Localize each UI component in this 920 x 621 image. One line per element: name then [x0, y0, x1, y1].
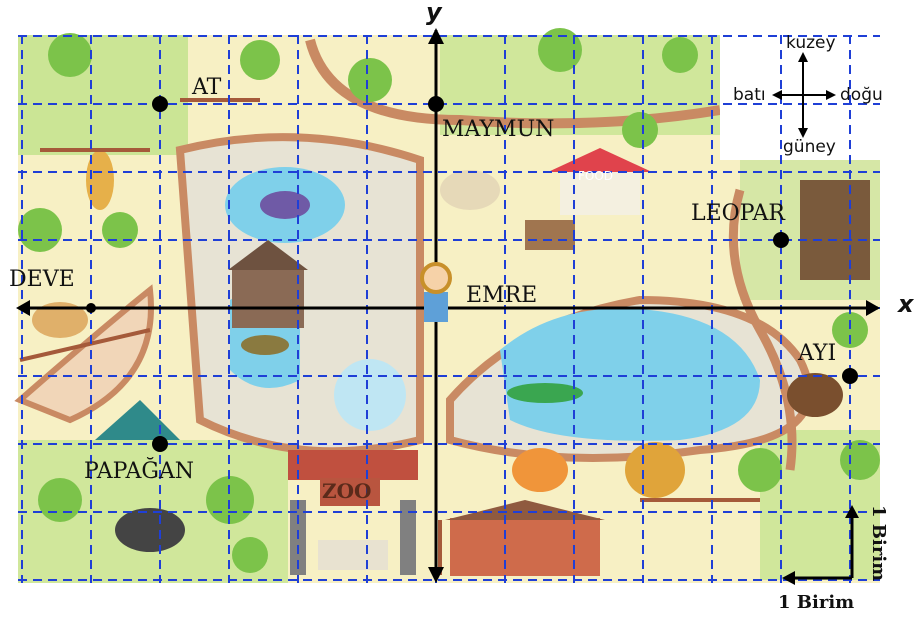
unit-indicator: 1 Birim 1 Birim	[778, 505, 889, 613]
emre-body-icon	[424, 292, 448, 322]
unit-horizontal-label: 1 Birim	[778, 592, 854, 613]
point-label-emre: EMRE	[466, 283, 537, 308]
north-arrow-icon	[798, 52, 808, 62]
point-at: AT	[152, 75, 222, 112]
point-papagan: PAPAĞAN	[84, 436, 194, 484]
y-axis-arrow-up	[428, 28, 444, 44]
food-sign: FOOD	[578, 169, 613, 183]
west-arrow-icon	[772, 90, 782, 100]
y-axis-label: y	[426, 0, 443, 26]
point-emre: EMRE	[420, 262, 537, 322]
point-marker	[773, 232, 789, 248]
compass-north-label: kuzey	[786, 33, 836, 53]
point-label-maymun: MAYMUN	[442, 117, 554, 142]
x-axis	[16, 300, 880, 316]
point-label-deve: DEVE	[9, 267, 75, 292]
zoo-sign: ZOO	[322, 479, 371, 503]
east-arrow-icon	[826, 90, 836, 100]
point-label-at: AT	[191, 75, 222, 100]
unit-vertical-label: 1 Birim	[868, 505, 889, 581]
point-marker	[152, 96, 168, 112]
compass-south-label: güney	[783, 137, 836, 157]
point-deve: DEVE	[9, 267, 96, 313]
point-marker	[842, 368, 858, 384]
point-leopar: LEOPAR	[691, 201, 789, 248]
animal-points: AT MAYMUN LEOPAR DEVE EMRE AYI PAPAĞAN	[9, 75, 858, 484]
point-marker	[86, 303, 96, 313]
unit-up-arrow-icon	[845, 505, 859, 518]
y-axis-arrow-down	[428, 567, 444, 583]
emre-head-icon	[420, 262, 452, 294]
x-axis-arrow-left	[16, 300, 30, 316]
unit-left-arrow-icon	[782, 571, 795, 585]
x-axis-arrow-right	[866, 300, 880, 316]
point-label-leopar: LEOPAR	[691, 201, 786, 226]
x-axis-label: x	[897, 290, 915, 318]
compass-west-label: batı	[733, 85, 766, 105]
point-label-ayi: AYI	[797, 341, 836, 366]
point-marker	[152, 436, 168, 452]
point-ayi: AYI	[797, 341, 858, 384]
south-arrow-icon	[798, 128, 808, 138]
compass-rose: kuzey güney batı doğu	[733, 33, 883, 157]
point-label-papagan: PAPAĞAN	[84, 457, 194, 484]
point-marker	[428, 96, 444, 112]
compass-east-label: doğu	[840, 85, 883, 105]
point-maymun: MAYMUN	[428, 96, 554, 142]
